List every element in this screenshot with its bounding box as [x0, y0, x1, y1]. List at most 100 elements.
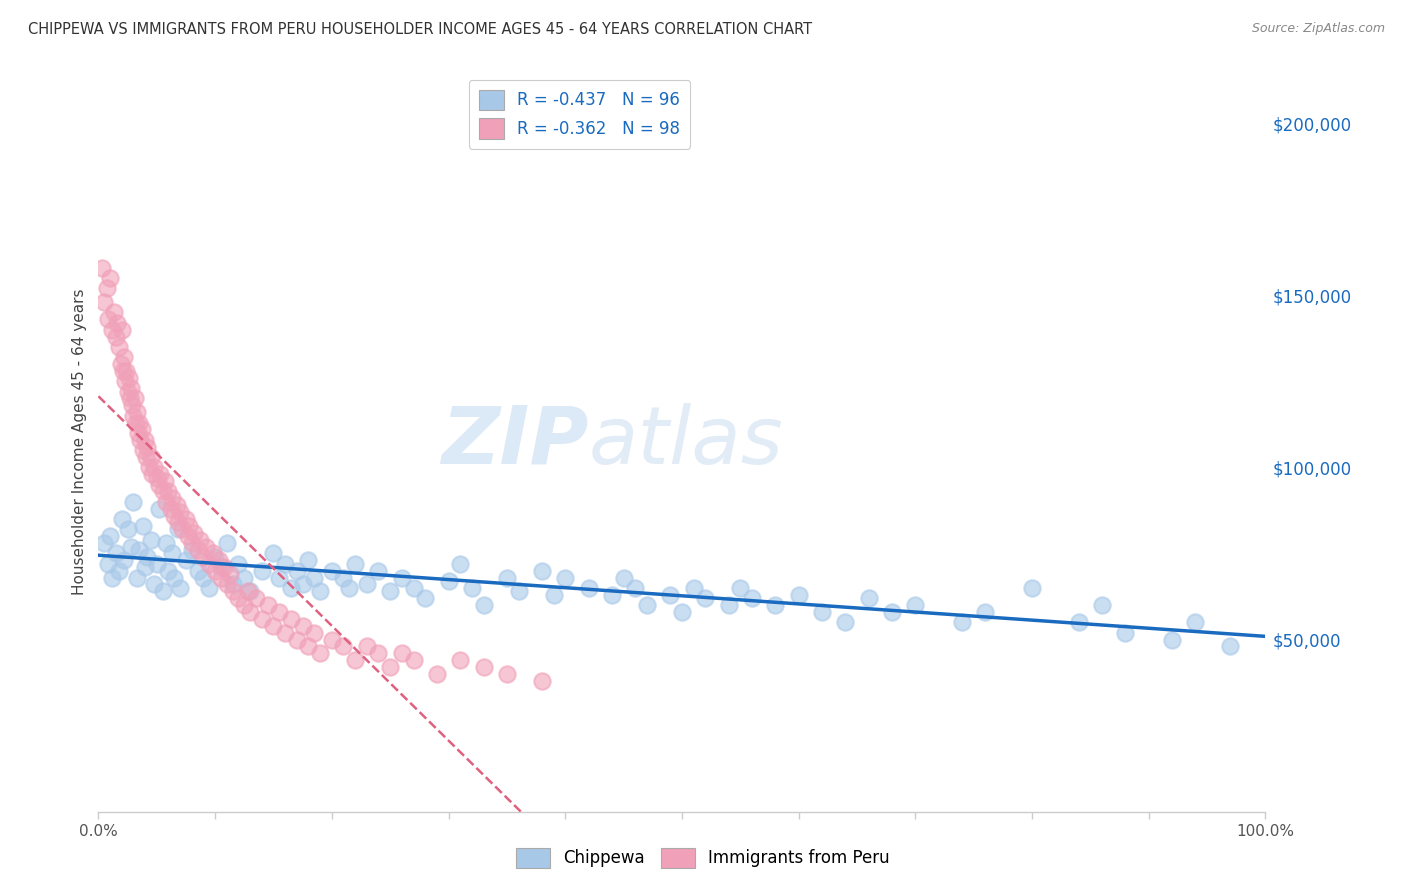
- Point: [174, 512, 197, 526]
- Point: [155, 536, 177, 550]
- Point: [274, 625, 297, 640]
- Point: [160, 491, 183, 506]
- Point: [291, 619, 314, 633]
- Point: [449, 653, 471, 667]
- Point: [682, 581, 704, 595]
- Point: [1114, 625, 1136, 640]
- Point: [508, 584, 530, 599]
- Point: [600, 588, 623, 602]
- Point: [118, 371, 141, 385]
- Point: [659, 588, 682, 602]
- Point: [215, 536, 238, 550]
- Point: [157, 484, 180, 499]
- Point: [437, 574, 460, 588]
- Point: [101, 323, 124, 337]
- Text: atlas: atlas: [589, 402, 783, 481]
- Point: [209, 570, 232, 584]
- Point: [236, 584, 259, 599]
- Point: [166, 498, 188, 512]
- Point: [1184, 615, 1206, 630]
- Point: [811, 605, 834, 619]
- Point: [974, 605, 997, 619]
- Point: [201, 546, 224, 560]
- Point: [187, 564, 209, 578]
- Point: [239, 584, 262, 599]
- Point: [285, 564, 308, 578]
- Point: [554, 570, 576, 584]
- Point: [321, 632, 343, 647]
- Point: [209, 560, 232, 574]
- Point: [543, 588, 565, 602]
- Point: [125, 405, 148, 419]
- Point: [152, 484, 174, 499]
- Point: [148, 501, 170, 516]
- Point: [138, 460, 160, 475]
- Point: [153, 474, 176, 488]
- Y-axis label: Householder Income Ages 45 - 64 years: Householder Income Ages 45 - 64 years: [72, 288, 87, 595]
- Point: [344, 653, 367, 667]
- Point: [127, 425, 149, 440]
- Point: [233, 598, 256, 612]
- Point: [256, 598, 278, 612]
- Point: [233, 570, 256, 584]
- Point: [188, 533, 211, 547]
- Point: [1219, 640, 1241, 654]
- Point: [132, 443, 155, 458]
- Point: [112, 350, 135, 364]
- Point: [104, 546, 127, 560]
- Point: [180, 543, 202, 558]
- Point: [90, 260, 112, 275]
- Point: [98, 271, 121, 285]
- Point: [98, 529, 121, 543]
- Point: [1067, 615, 1090, 630]
- Point: [103, 305, 125, 319]
- Point: [787, 588, 810, 602]
- Point: [228, 557, 250, 571]
- Point: [356, 577, 378, 591]
- Point: [169, 581, 191, 595]
- Point: [193, 549, 215, 564]
- Point: [96, 281, 118, 295]
- Point: [131, 422, 153, 436]
- Point: [155, 495, 177, 509]
- Point: [578, 581, 600, 595]
- Point: [101, 570, 124, 584]
- Point: [134, 433, 156, 447]
- Point: [124, 392, 146, 406]
- Point: [114, 374, 136, 388]
- Point: [530, 673, 553, 688]
- Point: [143, 460, 166, 475]
- Point: [402, 581, 425, 595]
- Point: [613, 570, 636, 584]
- Point: [93, 536, 115, 550]
- Text: Source: ZipAtlas.com: Source: ZipAtlas.com: [1251, 22, 1385, 36]
- Point: [166, 522, 188, 536]
- Point: [402, 653, 425, 667]
- Point: [671, 605, 693, 619]
- Point: [141, 467, 163, 482]
- Point: [380, 584, 402, 599]
- Point: [146, 471, 169, 485]
- Point: [194, 540, 217, 554]
- Point: [179, 519, 201, 533]
- Point: [636, 598, 658, 612]
- Point: [166, 516, 188, 530]
- Legend: R = -0.437   N = 96, R = -0.362   N = 98: R = -0.437 N = 96, R = -0.362 N = 98: [468, 79, 690, 149]
- Point: [111, 512, 134, 526]
- Point: [280, 581, 302, 595]
- Point: [121, 398, 143, 412]
- Point: [730, 581, 752, 595]
- Point: [143, 577, 166, 591]
- Point: [111, 323, 134, 337]
- Point: [221, 584, 243, 599]
- Point: [356, 640, 378, 654]
- Point: [93, 295, 115, 310]
- Point: [391, 646, 413, 660]
- Point: [332, 570, 354, 584]
- Point: [104, 329, 127, 343]
- Point: [157, 564, 180, 578]
- Point: [332, 640, 354, 654]
- Point: [118, 392, 141, 406]
- Point: [304, 625, 326, 640]
- Point: [169, 505, 191, 519]
